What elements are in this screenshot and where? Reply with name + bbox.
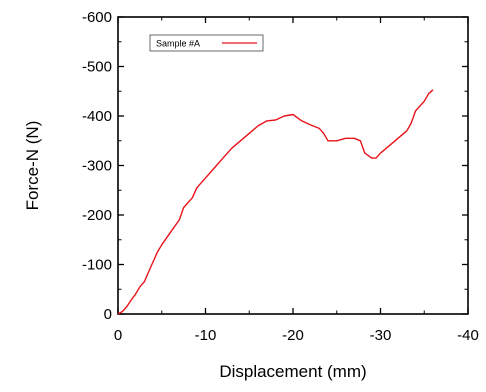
- plot-frame: [117, 16, 469, 315]
- y-tick-label: -500: [82, 59, 112, 76]
- y-tick-label: -400: [82, 108, 112, 125]
- series-line-1: [117, 89, 434, 315]
- x-tick-label: -30: [370, 327, 392, 344]
- y-tick-label: 0: [104, 306, 112, 323]
- y-tick-label: -600: [82, 9, 112, 26]
- y-axis-title: Force-N (N): [23, 121, 42, 211]
- y-tick-label: -300: [82, 158, 112, 175]
- legend-box: [149, 34, 264, 52]
- x-tick-label: -10: [195, 327, 217, 344]
- y-tick-label: -200: [82, 207, 112, 224]
- x-tick-label: -40: [457, 327, 479, 344]
- x-axis-title: Displacement (mm): [219, 362, 366, 381]
- legend-label: Sample #A: [156, 39, 200, 49]
- x-tick-label: -20: [282, 327, 304, 344]
- x-tick-label: 0: [114, 327, 122, 344]
- y-tick-label: -100: [82, 257, 112, 274]
